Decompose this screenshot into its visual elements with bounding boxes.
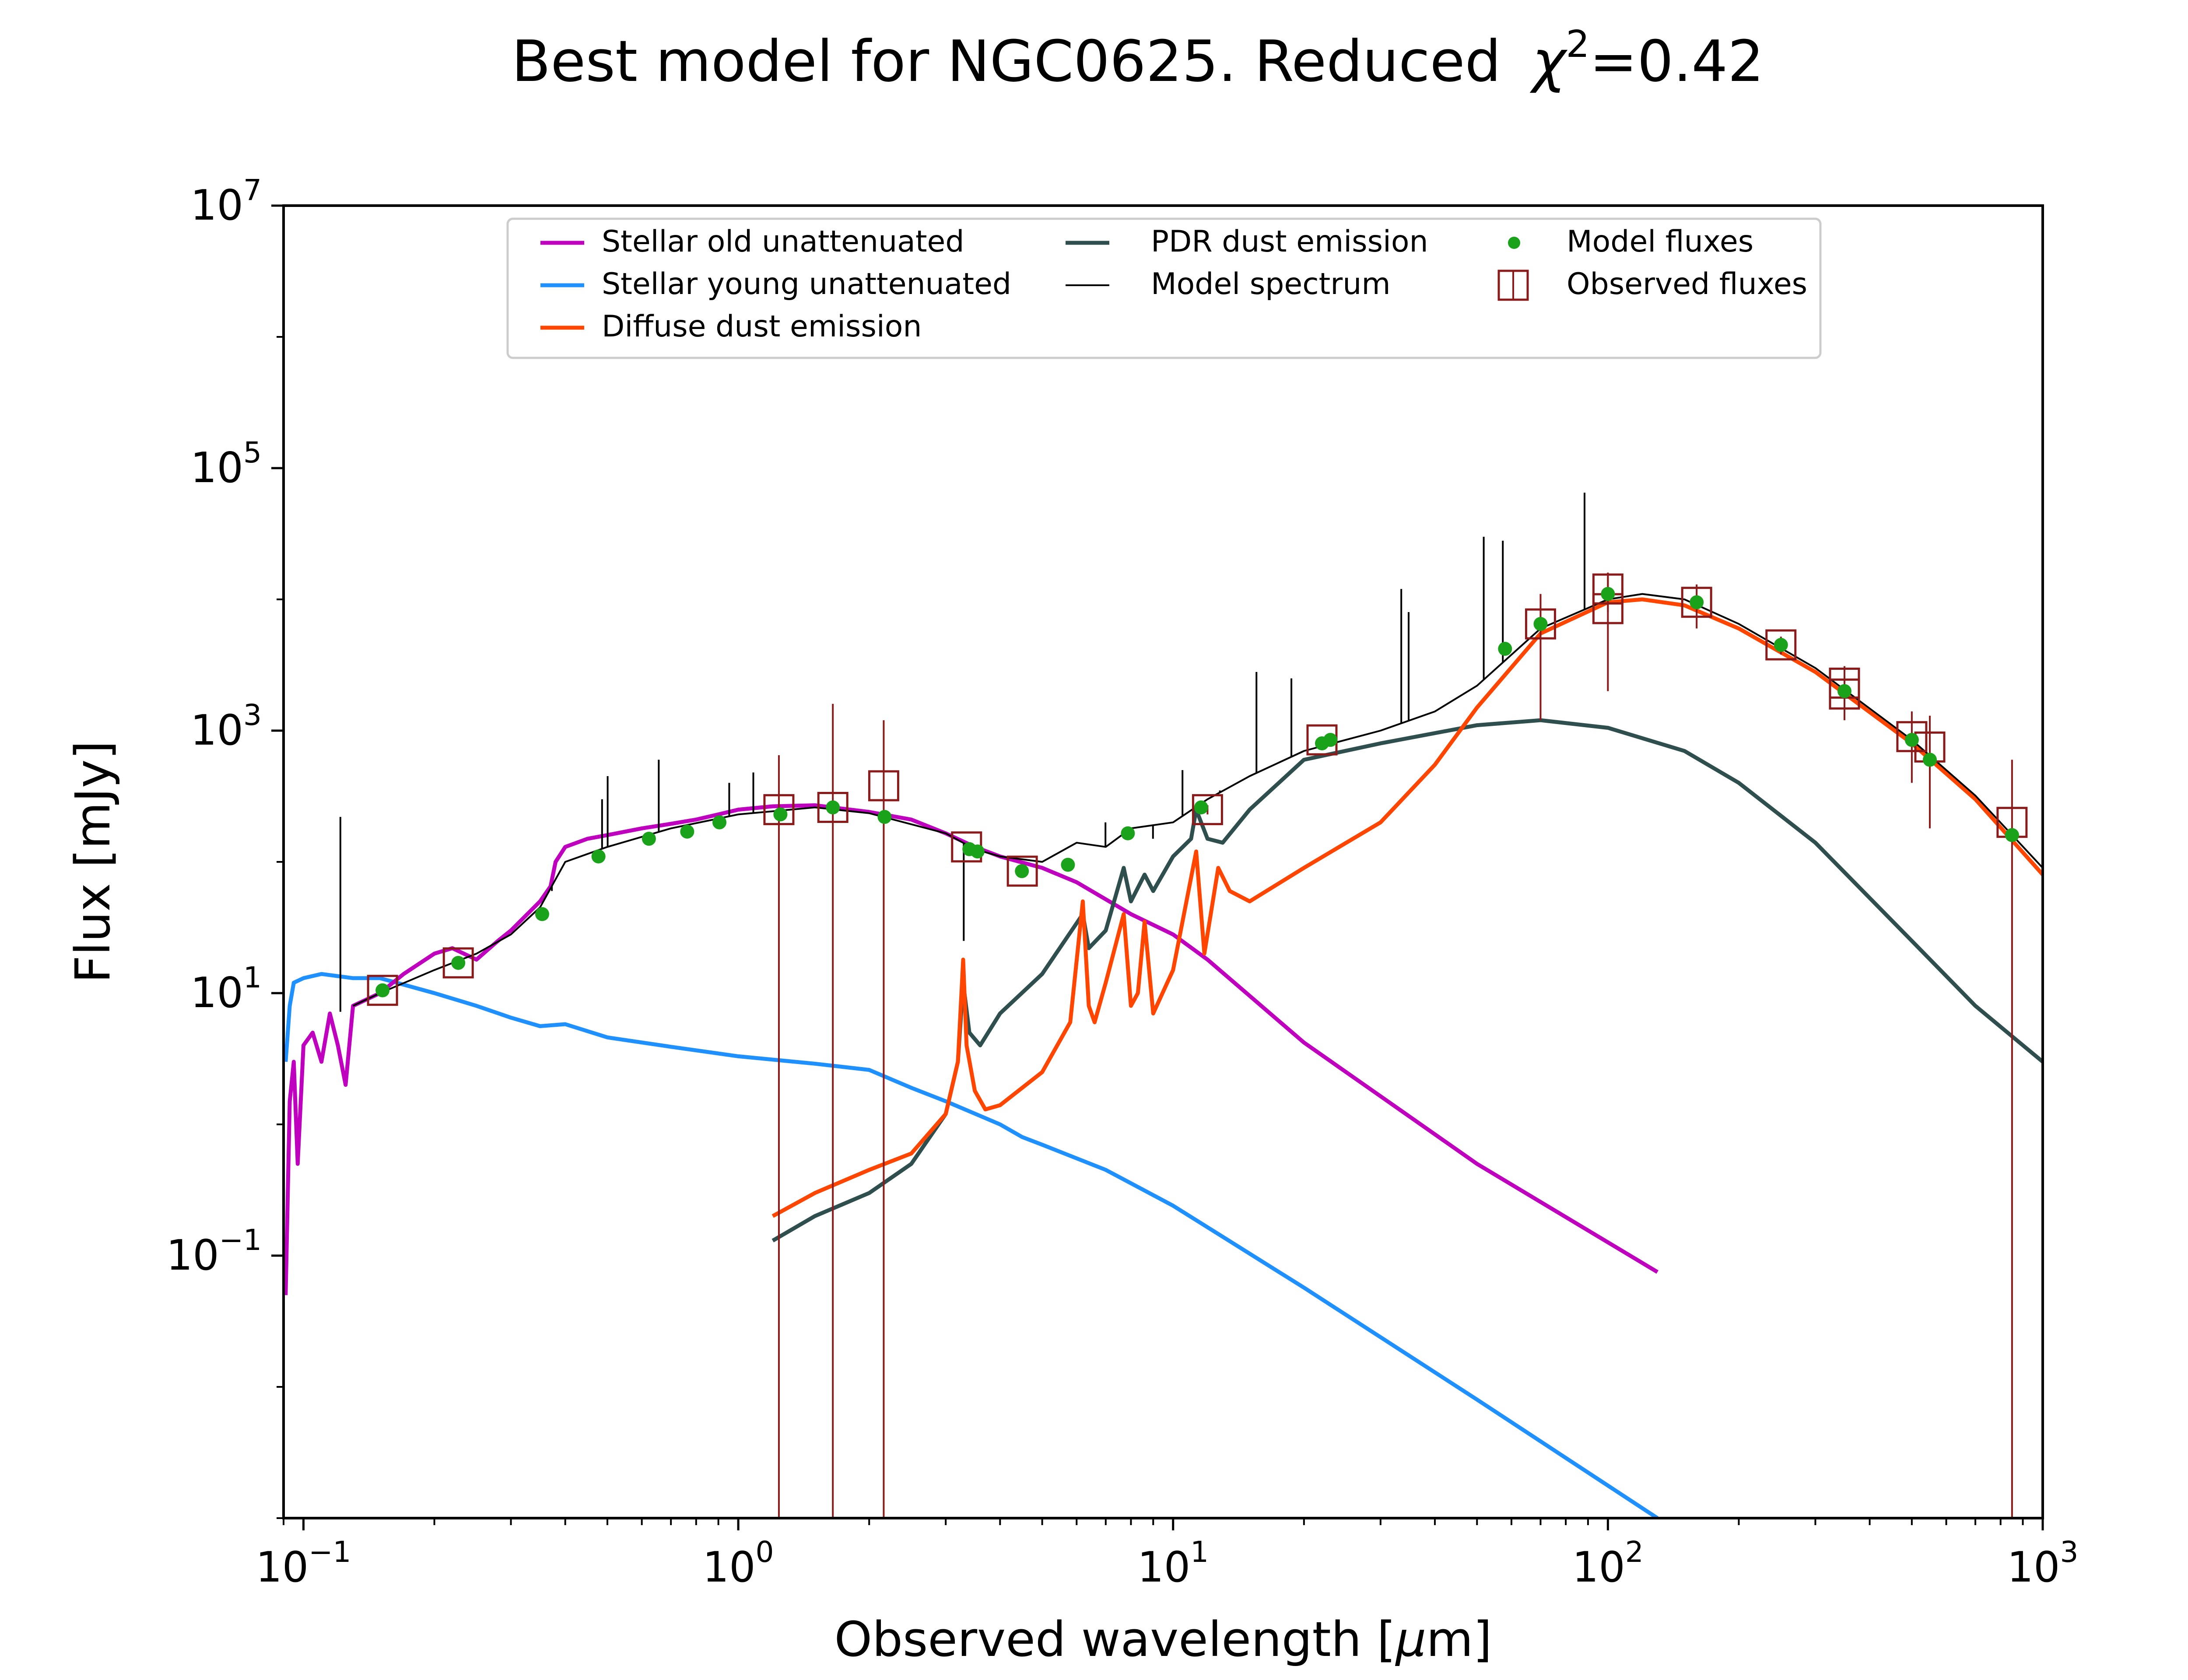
series-line-diffuse-dust-emission — [771, 597, 2043, 1218]
x-axis-label: Observed wavelength [μm] — [835, 1611, 1492, 1667]
legend: Stellar old unattenuated Stellar young u… — [506, 217, 1822, 359]
y-tick-label: 107 — [190, 173, 262, 230]
model-flux-point — [970, 844, 985, 859]
y-tick-label: 105 — [190, 436, 262, 492]
model-flux-point — [773, 807, 788, 822]
model-flux-point — [1774, 638, 1788, 652]
model-flux-point — [1498, 642, 1512, 656]
y-tick-label: 101 — [190, 961, 262, 1017]
observed-flux-point — [1896, 721, 1928, 752]
axis-ticks: 10−1 100 101 102 103 10−1 101 103 105 107 — [166, 173, 2079, 1592]
y-tick-label: 103 — [190, 698, 262, 755]
observed-flux-point — [442, 947, 474, 979]
x-axis-label-mu: μ — [1395, 1611, 1426, 1667]
legend-label-pdr-dust: PDR dust emission — [1151, 224, 1428, 259]
legend-label-model-fluxes: Model fluxes — [1567, 224, 1753, 259]
legend-label-observed-fluxes: Observed fluxes — [1567, 267, 1807, 301]
observed-flux-point — [868, 770, 899, 802]
model-flux-point — [1690, 595, 1704, 609]
chart-title-chi: χ — [1529, 28, 1567, 94]
model-flux-point — [1923, 752, 1937, 767]
x-axis-label-suffix: m] — [1426, 1611, 1492, 1667]
model-flux-point — [1533, 617, 1548, 631]
x-tick-label: 100 — [703, 1535, 774, 1592]
model-flux-point — [642, 832, 656, 846]
x-tick-label: 102 — [1572, 1535, 1644, 1592]
legend-label-stellar-old: Stellar old unattenuated — [602, 224, 964, 259]
legend-box — [506, 217, 1822, 359]
chart-title-chi-value: =0.42 — [1589, 28, 1764, 94]
model-flux-point — [877, 810, 892, 824]
observed-flux-point — [1681, 587, 1712, 618]
model-flux-point — [1601, 587, 1615, 601]
plot-area — [284, 493, 2043, 1518]
chart-title-chi-exponent: 2 — [1566, 23, 1589, 66]
model-flux-point — [1194, 800, 1208, 815]
model-flux-point — [1837, 684, 1851, 698]
series-line-stellar-old-unattenuated — [284, 803, 1659, 1295]
y-tick-label: 10−1 — [166, 1223, 262, 1280]
chart-title-main: Best model for NGC0625. Reduced — [512, 28, 1501, 94]
model-flux-point — [535, 907, 549, 921]
series-line-model-spectrum — [352, 593, 2043, 1007]
model-flux-point — [1015, 864, 1029, 878]
observed-flux-point — [1525, 608, 1556, 640]
model-flux-point — [826, 800, 840, 815]
model-flux-point — [1061, 858, 1075, 872]
model-flux-point — [680, 824, 694, 839]
model-flux-point — [1323, 733, 1338, 747]
observed-flux-point — [1592, 573, 1623, 605]
observed-flux-point — [763, 794, 795, 826]
x-tick-label: 103 — [2007, 1535, 2079, 1592]
observed-flux-point — [1006, 855, 1038, 887]
series-line-stellar-young-unattenuated — [284, 972, 1659, 1518]
model-flux-point — [1904, 733, 1919, 747]
legend-label-model-spectrum: Model spectrum — [1151, 267, 1391, 301]
y-axis-label: Flux [mJy] — [65, 741, 121, 983]
legend-label-diffuse-dust: Diffuse dust emission — [602, 309, 922, 344]
model-flux-point — [591, 849, 606, 864]
legend-swatch-model-fluxes — [1508, 237, 1520, 249]
model-flux-point — [712, 815, 727, 830]
x-axis-label-prefix: Observed wavelength [ — [835, 1611, 1396, 1667]
chart-title: Best model for NGC0625. Reduced χ2=0.42 — [512, 23, 1764, 94]
axes-frame — [282, 204, 2044, 1519]
model-flux-point — [1121, 826, 1135, 840]
x-tick-label: 10−1 — [256, 1535, 351, 1592]
model-flux-point — [2005, 828, 2019, 842]
observed-flux-point — [367, 975, 398, 1006]
model-flux-point — [451, 956, 466, 970]
legend-label-stellar-young: Stellar young unattenuated — [602, 267, 1011, 301]
observed-flux-point — [1829, 678, 1860, 710]
model-flux-point — [375, 983, 390, 998]
x-tick-label: 101 — [1137, 1535, 1209, 1592]
observed-flux-point — [1192, 794, 1223, 826]
observed-flux-point — [817, 792, 849, 823]
observed-flux-point — [1765, 629, 1797, 661]
